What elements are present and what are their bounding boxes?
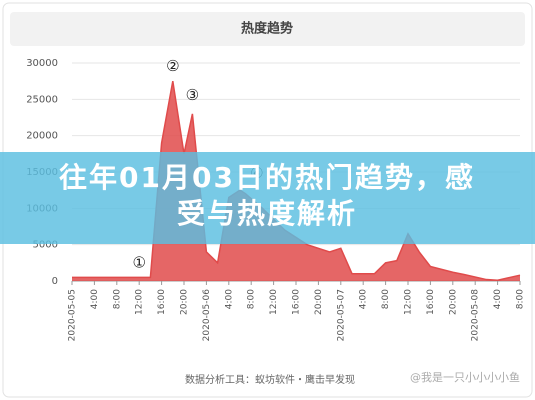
x-tick-label: 4:00: [90, 289, 100, 309]
x-tick-label: 4:00: [493, 289, 503, 309]
x-tick-label: 4:00: [224, 289, 234, 309]
x-tick-label: 2020-05-05: [68, 289, 78, 341]
x-tick-label: 20:00: [314, 289, 324, 315]
y-tick-label: 0: [52, 276, 58, 287]
banner: [0, 152, 535, 244]
overlay-title: 往年01月03日的热门趋势，感受与热度解析: [59, 161, 475, 230]
x-tick-label: 8:00: [112, 289, 122, 309]
x-tick-label: 8:00: [247, 289, 257, 309]
y-tick-label: 25000: [26, 94, 58, 105]
footer: 数据分析工具：蚁坊软件・鹰击早发现: [185, 373, 355, 386]
x-tick-label: 12:00: [269, 289, 279, 315]
x-tick-label: 16:00: [292, 289, 302, 315]
x-tick-label: 2020-05-06: [202, 289, 212, 342]
annotation: ①: [132, 253, 145, 271]
x-tick-label: 12:00: [135, 289, 145, 315]
header-bar: [10, 12, 525, 46]
x-tick-label: 8:00: [381, 289, 391, 309]
x-tick-label: 20:00: [448, 289, 458, 315]
x-tick-label: 4:00: [359, 289, 369, 309]
watermark: @我是一只小小小小鱼: [410, 370, 520, 384]
x-tick-label: 16:00: [426, 289, 436, 315]
y-tick-label: 30000: [26, 58, 58, 69]
y-tick-label: 5000: [33, 240, 58, 251]
x-tick-label: 2020-05-07: [336, 289, 346, 341]
x-tick-label: 16:00: [157, 289, 167, 315]
annotation: ③: [186, 86, 199, 104]
y-tick-label: 20000: [26, 131, 58, 142]
annotation: ②: [166, 57, 179, 75]
x-tick-label: 12:00: [404, 289, 414, 315]
x-tick-label: 2020-05-08: [471, 289, 481, 342]
x-tick-label: 8:00: [516, 289, 526, 309]
x-tick-label: 20:00: [180, 289, 190, 315]
chart-title: 热度趋势: [241, 21, 293, 37]
